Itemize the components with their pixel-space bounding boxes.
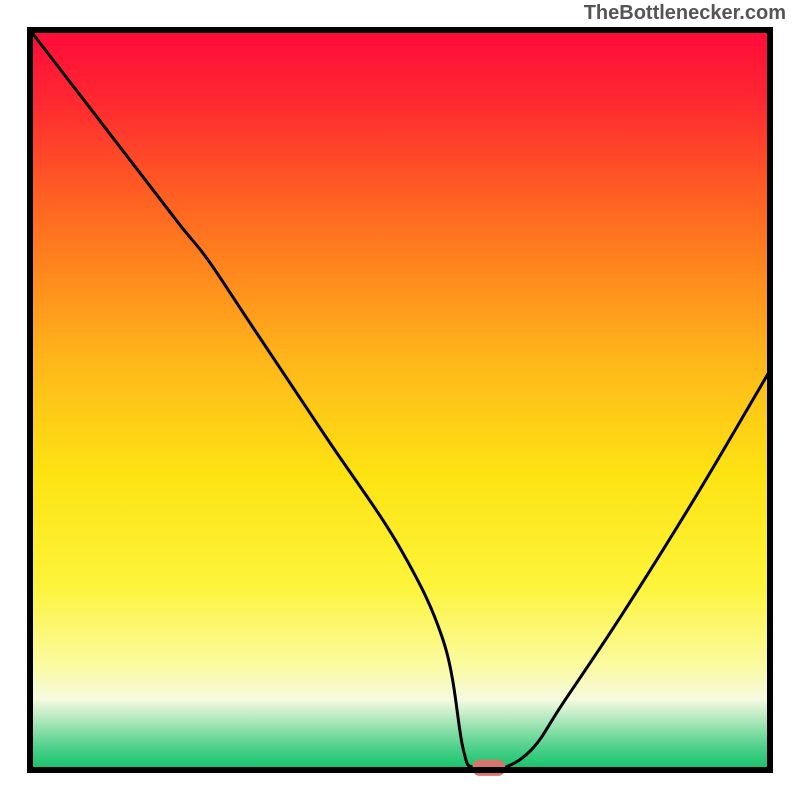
plot-background bbox=[30, 30, 770, 770]
bottleneck-chart-svg bbox=[0, 0, 800, 800]
chart-stage: TheBottlenecker.com bbox=[0, 0, 800, 800]
